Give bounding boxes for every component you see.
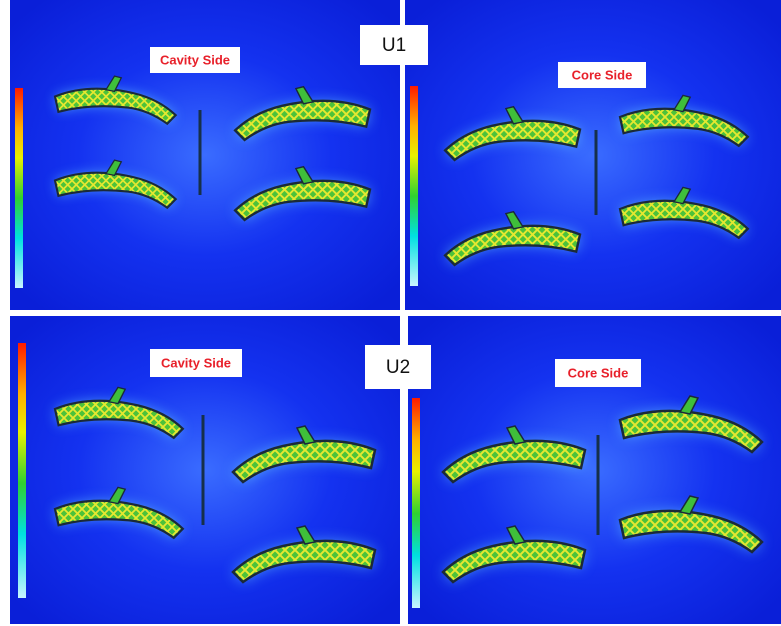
unit-tag: U2 xyxy=(386,357,410,378)
panel-label: Core Side xyxy=(572,67,633,82)
panel-label: Cavity Side xyxy=(160,52,230,67)
figure: Cavity Side Core Side Cavity Side Core S… xyxy=(0,0,781,626)
unit-tag: U1 xyxy=(382,35,406,56)
panel-background xyxy=(10,0,400,310)
color-scale xyxy=(18,343,26,598)
panel-label: Cavity Side xyxy=(161,355,231,370)
panel-label: Core Side xyxy=(568,365,629,380)
page: {"panels": [{"label": "Cavity Side"}, {"… xyxy=(0,0,781,626)
color-scale xyxy=(15,88,23,288)
color-scale xyxy=(412,398,420,608)
color-scale xyxy=(410,86,418,286)
